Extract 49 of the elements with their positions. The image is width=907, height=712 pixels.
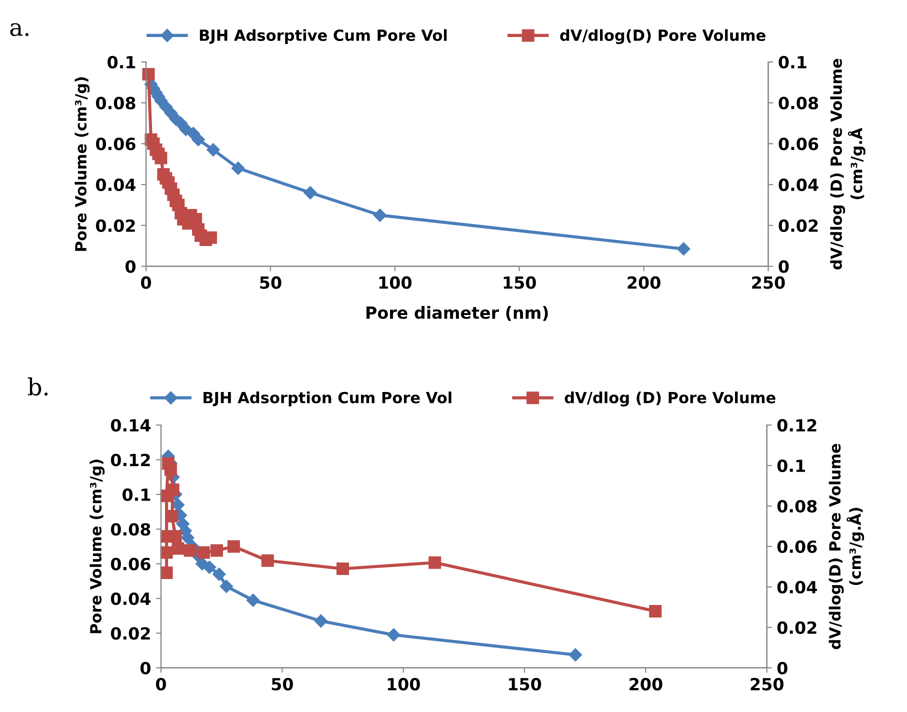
y-axis-title: Pore Volume (cm³/g) <box>74 77 90 251</box>
y2-tick-label: 0.12 <box>777 419 816 432</box>
y2-tick-label: 0.08 <box>778 96 818 110</box>
y-tick-label: 0.14 <box>110 419 151 432</box>
y2-tick-label: 0.08 <box>777 500 817 513</box>
y-tick-label: 0 <box>140 662 150 674</box>
legend-label: dV/dlog(D) Pore Volume <box>560 29 766 44</box>
x-tick-label: 0 <box>156 678 166 690</box>
text: b. <box>28 377 48 396</box>
legend-label: BJH Adsorptive Cum Pore Vol <box>200 29 447 44</box>
x-tick-label: 150 <box>504 276 536 289</box>
x-tick-label: 100 <box>379 276 412 289</box>
x-tick-label: 50 <box>272 678 293 690</box>
legend-label: BJH Adsorption Cum Pore Vol <box>204 392 452 406</box>
x-tick-label: 250 <box>752 276 785 289</box>
x-tick-label: 200 <box>628 276 660 289</box>
y2-tick-label: 0.04 <box>778 178 818 192</box>
x-axis-title: Pore diameter (nm) <box>366 306 548 321</box>
y-tick-label: 0.08 <box>96 96 136 110</box>
y2-tick-label: 0.02 <box>777 621 816 634</box>
y-tick-label: 0.02 <box>110 627 150 640</box>
y-tick-label: 0.12 <box>110 454 150 466</box>
x-tick-label: 100 <box>388 678 420 690</box>
y2-axis-title: dV/dlog (D) Pore Volume (cm³/g.Å <box>830 58 866 270</box>
y-tick-label: 0.1 <box>122 488 150 501</box>
y-tick-label: 0.1 <box>108 56 136 69</box>
y-tick-label: 0.04 <box>110 592 151 606</box>
y2-tick-label: 0.06 <box>777 540 817 554</box>
y2-tick-label: 0.1 <box>778 56 806 69</box>
y2-tick-label: 0 <box>777 662 788 674</box>
y-tick-label: 0.08 <box>110 523 150 536</box>
y-tick-label: 0.06 <box>110 558 150 570</box>
x-tick-label: 250 <box>750 678 784 690</box>
x-tick-label: 150 <box>509 678 542 690</box>
y-tick-label: 0.04 <box>96 178 136 192</box>
y-tick-label: 0 <box>126 260 136 273</box>
y2-tick-label: 0.06 <box>778 138 818 150</box>
text: a. <box>10 23 28 36</box>
y2-tick-label: 0.04 <box>777 580 817 594</box>
y2-tick-label: 0.1 <box>777 459 805 472</box>
y2-tick-label: 0.02 <box>778 219 818 232</box>
legend-label: dV/dlog (D) Pore Volume <box>564 392 776 406</box>
y-tick-label: 0.02 <box>96 219 135 232</box>
y2-axis-title: dV/dlog(D) Pore Volume (cm³/g.Å) <box>828 444 864 650</box>
x-tick-label: 50 <box>260 276 282 289</box>
y-tick-label: 0.06 <box>96 138 136 150</box>
y2-tick-label: 0 <box>778 260 789 273</box>
x-tick-label: 200 <box>630 678 662 690</box>
y-axis-title: Pore Volume (cm³/g) <box>90 460 105 634</box>
